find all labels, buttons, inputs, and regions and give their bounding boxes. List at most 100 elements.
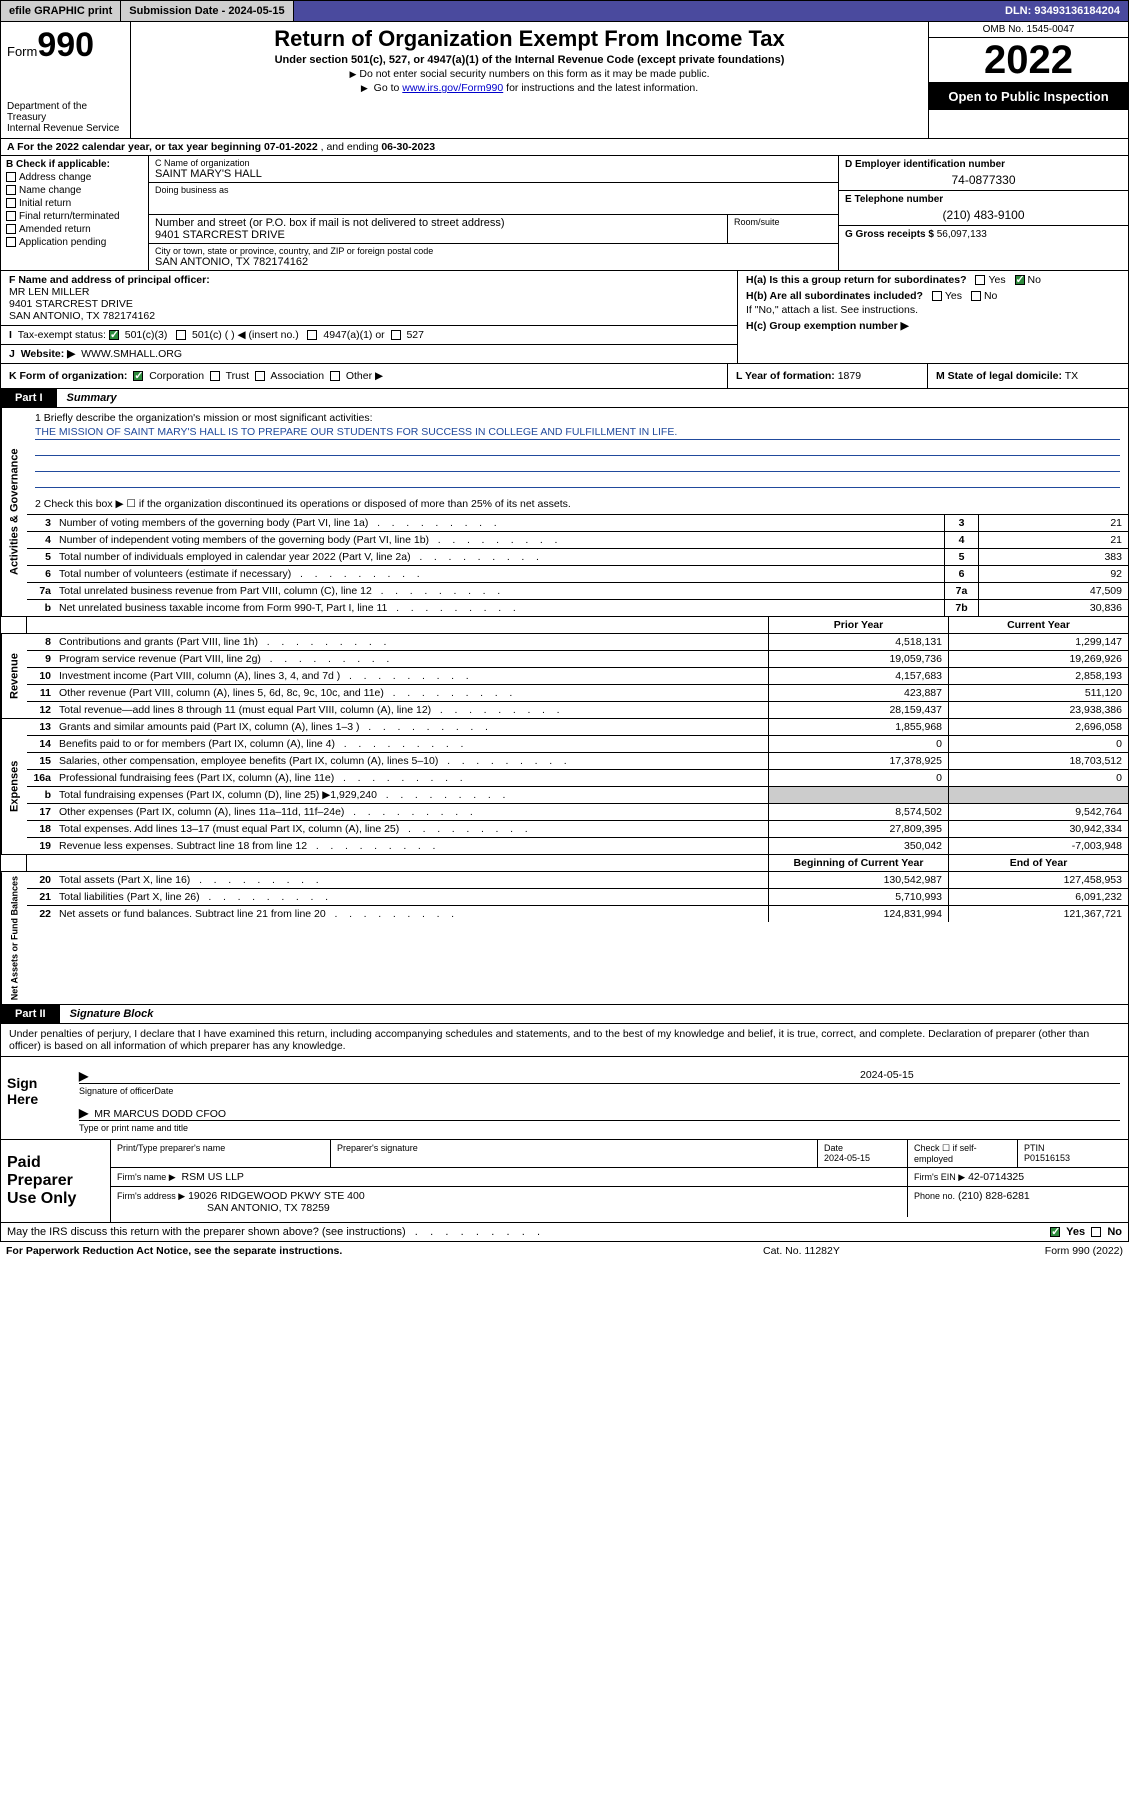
opt-4947: 4947(a)(1) or <box>323 329 384 341</box>
row-current: 6,091,232 <box>948 889 1128 905</box>
section-l: L Year of formation: 1879 <box>728 364 928 388</box>
chk-assoc[interactable] <box>255 371 265 381</box>
mission-blank1 <box>35 442 1120 456</box>
sig-name-title: MR MARCUS DODD CFOO <box>79 1106 1120 1120</box>
section-k: K Form of organization: Corporation Trus… <box>1 364 728 388</box>
row-current: 1,299,147 <box>948 634 1128 650</box>
row-current <box>948 787 1128 803</box>
mayirs-no[interactable] <box>1091 1227 1101 1237</box>
tel-label: E Telephone number <box>845 194 1122 205</box>
chk-address-change[interactable] <box>6 172 16 182</box>
data-row: 17Other expenses (Part IX, column (A), l… <box>27 803 1128 820</box>
col-c: C Name of organization SAINT MARY'S HALL… <box>149 156 838 270</box>
mayirs-yes[interactable] <box>1050 1227 1060 1237</box>
row-desc: Other revenue (Part VIII, column (A), li… <box>55 685 768 701</box>
row-current: 121,367,721 <box>948 906 1128 922</box>
chk-501c[interactable] <box>176 330 186 340</box>
row-val: 21 <box>978 515 1128 531</box>
row-box: 6 <box>944 566 978 582</box>
row-desc: Total unrelated business revenue from Pa… <box>55 583 944 599</box>
row-prior: 4,157,683 <box>768 668 948 684</box>
row-prior: 8,574,502 <box>768 804 948 820</box>
section-fhij: F Name and address of principal officer:… <box>0 271 1129 364</box>
lbl-address-change: Address change <box>19 172 91 183</box>
chk-final-return[interactable] <box>6 211 16 221</box>
topbar: efile GRAPHIC print Submission Date - 20… <box>0 0 1129 22</box>
chk-other[interactable] <box>330 371 340 381</box>
irs-label: Internal Revenue Service <box>7 123 124 134</box>
row-desc: Benefits paid to or for members (Part IX… <box>55 736 768 752</box>
row-num: 9 <box>27 651 55 667</box>
row-prior: 19,059,736 <box>768 651 948 667</box>
row-desc: Number of voting members of the governin… <box>55 515 944 531</box>
row-prior: 0 <box>768 736 948 752</box>
hc-label: H(c) Group exemption number ▶ <box>746 320 909 332</box>
row-val: 21 <box>978 532 1128 548</box>
row-num: 3 <box>27 515 55 531</box>
row-num: 10 <box>27 668 55 684</box>
open-to-public: Open to Public Inspection <box>929 82 1128 110</box>
hb-note: If "No," attach a list. See instructions… <box>746 304 1120 316</box>
chk-trust[interactable] <box>210 371 220 381</box>
row-desc: Grants and similar amounts paid (Part IX… <box>55 719 768 735</box>
col-begin: Beginning of Current Year <box>768 855 948 871</box>
row-prior: 1,855,968 <box>768 719 948 735</box>
part2-title: Signature Block <box>60 1005 164 1023</box>
section-m: M State of legal domicile: TX <box>928 364 1128 388</box>
chk-527[interactable] <box>391 330 401 340</box>
data-row: 20Total assets (Part X, line 16)130,542,… <box>27 872 1128 888</box>
prep-check: Check ☐ if self-employed <box>908 1140 1018 1167</box>
gross-value: 56,097,133 <box>937 229 987 240</box>
hb-yes[interactable] <box>932 291 942 301</box>
row-current: -7,003,948 <box>948 838 1128 854</box>
lbl-initial-return: Initial return <box>19 198 71 209</box>
opt-assoc: Association <box>270 370 324 382</box>
ha-no[interactable] <box>1015 275 1025 285</box>
row-prior: 130,542,987 <box>768 872 948 888</box>
ha-yes[interactable] <box>975 275 985 285</box>
row-current: 19,269,926 <box>948 651 1128 667</box>
row-prior <box>768 787 948 803</box>
chk-501c3[interactable] <box>109 330 119 340</box>
efile-graphic-print-button[interactable]: efile GRAPHIC print <box>1 1 121 21</box>
chk-name-change[interactable] <box>6 185 16 195</box>
row-current: 2,696,058 <box>948 719 1128 735</box>
row-current: 2,858,193 <box>948 668 1128 684</box>
data-row: 9Program service revenue (Part VIII, lin… <box>27 650 1128 667</box>
sig-officer-label: Signature of officer <box>79 1086 154 1096</box>
row-prior: 124,831,994 <box>768 906 948 922</box>
data-row: 11Other revenue (Part VIII, column (A), … <box>27 684 1128 701</box>
m-value: TX <box>1065 370 1078 382</box>
chk-corp[interactable] <box>133 371 143 381</box>
l-value: 1879 <box>838 370 861 382</box>
row-num: 20 <box>27 872 55 888</box>
l-label: L Year of formation: <box>736 370 835 382</box>
hb-no[interactable] <box>971 291 981 301</box>
omb-number: OMB No. 1545-0047 <box>929 22 1128 38</box>
sig-officer-field[interactable] <box>79 1069 860 1083</box>
row-val: 30,836 <box>978 600 1128 616</box>
row-desc: Total assets (Part X, line 16) <box>55 872 768 888</box>
irs-link[interactable]: www.irs.gov/Form990 <box>402 82 503 94</box>
gov-row: 6Total number of volunteers (estimate if… <box>27 565 1128 582</box>
row-num: 4 <box>27 532 55 548</box>
topbar-spacer <box>294 1 997 21</box>
row-desc: Total fundraising expenses (Part IX, col… <box>55 787 768 803</box>
chk-4947[interactable] <box>307 330 317 340</box>
chk-amended[interactable] <box>6 224 16 234</box>
room-suite-label: Room/suite <box>728 215 838 243</box>
ein-label: D Employer identification number <box>845 159 1122 170</box>
chk-initial-return[interactable] <box>6 198 16 208</box>
sign-here-label: Sign Here <box>1 1057 71 1139</box>
data-row: 8Contributions and grants (Part VIII, li… <box>27 634 1128 650</box>
row-a-tax-year: A For the 2022 calendar year, or tax yea… <box>0 139 1129 156</box>
dln: DLN: 93493136184204 <box>997 1 1128 21</box>
form-header: Form990 Department of the Treasury Inter… <box>0 22 1129 139</box>
row-desc: Investment income (Part VIII, column (A)… <box>55 668 768 684</box>
tax-year: 2022 <box>929 38 1128 82</box>
chk-app-pending[interactable] <box>6 237 16 247</box>
gov-row: 5Total number of individuals employed in… <box>27 548 1128 565</box>
row-num: 22 <box>27 906 55 922</box>
row-num: 14 <box>27 736 55 752</box>
col-current: Current Year <box>948 617 1128 633</box>
